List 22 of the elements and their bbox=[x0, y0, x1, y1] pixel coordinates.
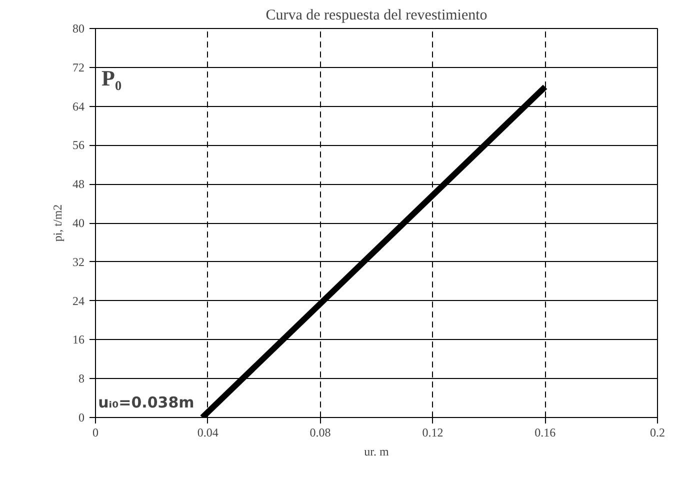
y-axis-title: pi, t/m2 bbox=[50, 204, 64, 242]
y-tick-label: 24 bbox=[72, 294, 84, 308]
x-tick-label: 0.2 bbox=[650, 426, 665, 440]
y-tick-label: 48 bbox=[72, 177, 84, 192]
y-tick-label: 72 bbox=[72, 60, 84, 74]
x-tick-label: 0.04 bbox=[197, 426, 218, 440]
x-tick-label: 0.16 bbox=[534, 426, 556, 440]
y-tick-label: 16 bbox=[72, 332, 84, 347]
y-tick-label: 8 bbox=[78, 372, 84, 386]
annotation: uᵢ₀=0.038m bbox=[98, 394, 194, 412]
x-tick-label: 0.08 bbox=[310, 426, 331, 440]
y-tick-label: 56 bbox=[72, 138, 84, 152]
chart-title: Curva de respuesta del revestimiento bbox=[266, 8, 488, 24]
y-tick-label: 80 bbox=[72, 22, 84, 36]
x-axis-title: ur. m bbox=[364, 444, 390, 458]
y-tick-label: 40 bbox=[72, 216, 84, 230]
annotation: P₀ bbox=[102, 66, 122, 90]
y-tick-label: 32 bbox=[72, 254, 84, 269]
x-tick-label: 0.12 bbox=[422, 426, 444, 440]
y-tick-label: 64 bbox=[72, 99, 84, 114]
y-tick-label: 0 bbox=[78, 410, 84, 424]
x-tick-label: 0 bbox=[92, 426, 98, 440]
